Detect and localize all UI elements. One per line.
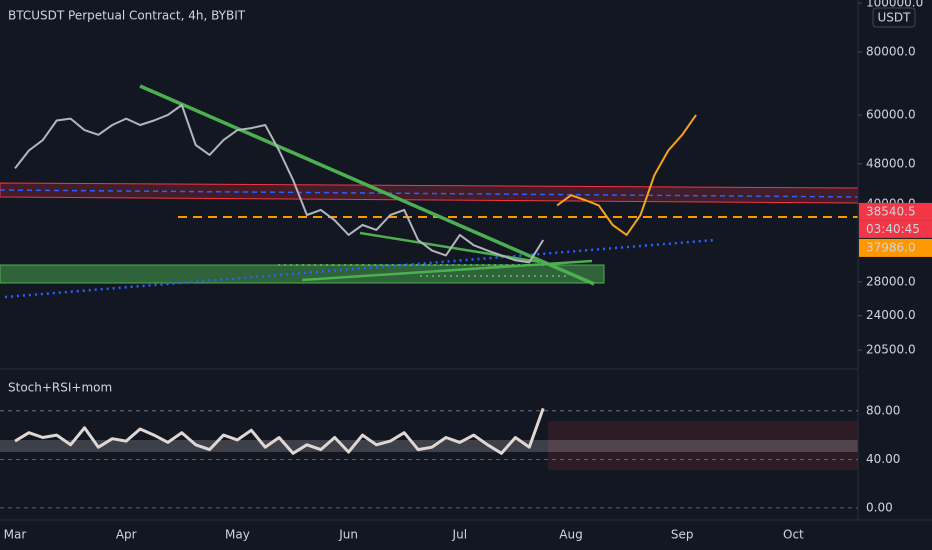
price-line	[14, 104, 545, 264]
chart-title: BTCUSDT Perpetual Contract, 4h, BYBIT	[8, 9, 246, 23]
trendline	[139, 84, 595, 286]
x-tick-label: Sep	[671, 528, 694, 542]
price-tag	[859, 202, 932, 221]
y-tick-label: 40.00	[866, 452, 900, 466]
osc-band	[0, 440, 858, 452]
price-tag-label: 37986.0	[866, 240, 916, 254]
y-tick-label: 24000.0	[866, 308, 916, 322]
support-zone	[0, 264, 605, 284]
x-tick-label: Mar	[4, 528, 27, 542]
x-tick-label: Jun	[338, 528, 358, 542]
x-tick-label: Aug	[559, 528, 582, 542]
x-tick-label: Jul	[452, 528, 467, 542]
y-tick-label: 80.00	[866, 403, 900, 417]
countdown: 03:40:45	[866, 222, 920, 236]
price-tag-label: 38540.5	[866, 204, 916, 218]
y-tick-label: 60000.0	[866, 107, 916, 121]
price-line	[556, 114, 697, 236]
currency-box[interactable]	[872, 7, 916, 28]
trendline	[359, 231, 541, 264]
y-tick-label: 48000.0	[866, 156, 916, 170]
countdown-bg	[859, 220, 932, 238]
indicator-title: Stoch+RSI+mom	[8, 381, 112, 395]
osc-zone	[548, 421, 858, 470]
y-tick-label: 0.00	[866, 500, 893, 514]
currency[interactable]: USDT	[878, 11, 912, 25]
y-tick-label: 20500.0	[866, 343, 916, 357]
y-tick-label: 80000.0	[866, 44, 916, 58]
dashed-level	[0, 189, 859, 198]
x-tick-label: May	[225, 528, 250, 542]
trendline	[301, 259, 593, 282]
price-tag	[859, 238, 932, 257]
y-tick-label: 28000.0	[866, 274, 916, 288]
x-tick-label: Apr	[116, 528, 137, 542]
y-tick-label: 100000.0	[866, 0, 923, 10]
x-tick-label: Oct	[783, 528, 804, 542]
osc-line	[14, 407, 545, 455]
